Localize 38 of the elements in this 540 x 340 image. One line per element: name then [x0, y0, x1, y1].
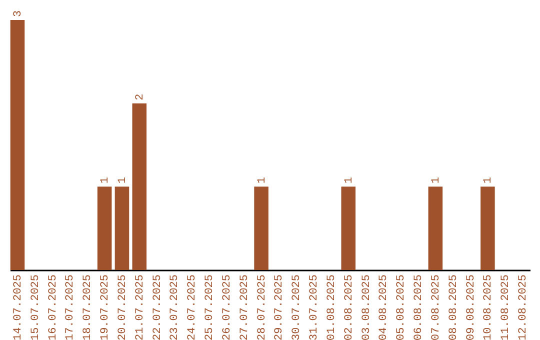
- x-tick-label: 30.07.2025: [291, 274, 304, 340]
- x-tick-label: 20.07.2025: [116, 274, 129, 340]
- x-tick-label: 17.07.2025: [64, 274, 77, 340]
- data-label: 2: [134, 94, 146, 100]
- x-tick-label: 22.07.2025: [152, 274, 164, 340]
- data-label: 1: [100, 176, 112, 184]
- x-tick-label: 21.07.2025: [134, 274, 146, 340]
- data-label: 1: [116, 176, 129, 184]
- x-tick-label: 04.08.2025: [378, 274, 390, 340]
- data-label: 1: [482, 176, 495, 184]
- x-tick-label: 23.07.2025: [169, 274, 182, 340]
- data-label: 1: [430, 176, 442, 184]
- x-tick-label: 19.07.2025: [100, 274, 112, 340]
- x-tick-label: 08.08.2025: [448, 274, 460, 340]
- x-tick-label: 31.07.2025: [308, 274, 321, 340]
- x-tick-label: 25.07.2025: [204, 274, 216, 340]
- x-tick-label: 29.07.2025: [274, 274, 286, 340]
- x-tick-label: 14.07.2025: [12, 274, 24, 340]
- x-tick-label: 07.08.2025: [430, 274, 442, 340]
- data-label: 1: [343, 176, 356, 184]
- x-tick-label: 10.08.2025: [482, 274, 495, 340]
- x-tick-label: 28.07.2025: [256, 274, 268, 340]
- x-tick-label: 15.07.2025: [30, 274, 42, 340]
- x-tick-label: 24.07.2025: [186, 274, 199, 340]
- x-tick-label: 26.07.2025: [221, 274, 234, 340]
- x-tick-label: 03.08.2025: [360, 274, 373, 340]
- x-tick-label: 05.08.2025: [396, 274, 408, 340]
- x-tick-label: 16.07.2025: [47, 274, 60, 340]
- x-tick-label: 11.08.2025: [500, 274, 512, 340]
- x-tick-label: 18.07.2025: [82, 274, 94, 340]
- data-label: 1: [256, 176, 268, 184]
- data-label: 3: [12, 10, 24, 17]
- x-tick-label: 02.08.2025: [343, 274, 356, 340]
- x-tick-label: 12.08.2025: [518, 274, 530, 340]
- x-tick-label: 01.08.2025: [326, 274, 338, 340]
- x-tick-label: 09.08.2025: [465, 274, 478, 340]
- x-tick-label: 06.08.2025: [413, 274, 426, 340]
- x-tick-label: 27.07.2025: [238, 274, 251, 340]
